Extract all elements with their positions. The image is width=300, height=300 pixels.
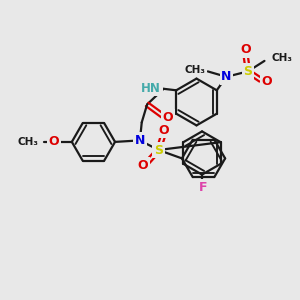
Text: HN: HN	[141, 82, 161, 95]
Text: O: O	[240, 43, 251, 56]
Text: CH₃: CH₃	[271, 53, 292, 63]
Text: N: N	[135, 134, 145, 147]
Text: S: S	[244, 65, 253, 78]
Text: CH₃: CH₃	[184, 65, 206, 75]
Text: O: O	[48, 135, 59, 148]
Text: N: N	[221, 70, 232, 83]
Text: CH₃: CH₃	[18, 137, 39, 147]
Text: O: O	[163, 111, 173, 124]
Text: O: O	[158, 124, 169, 137]
Text: O: O	[261, 75, 272, 88]
Text: O: O	[137, 159, 148, 172]
Text: S: S	[154, 143, 163, 157]
Text: F: F	[199, 181, 208, 194]
